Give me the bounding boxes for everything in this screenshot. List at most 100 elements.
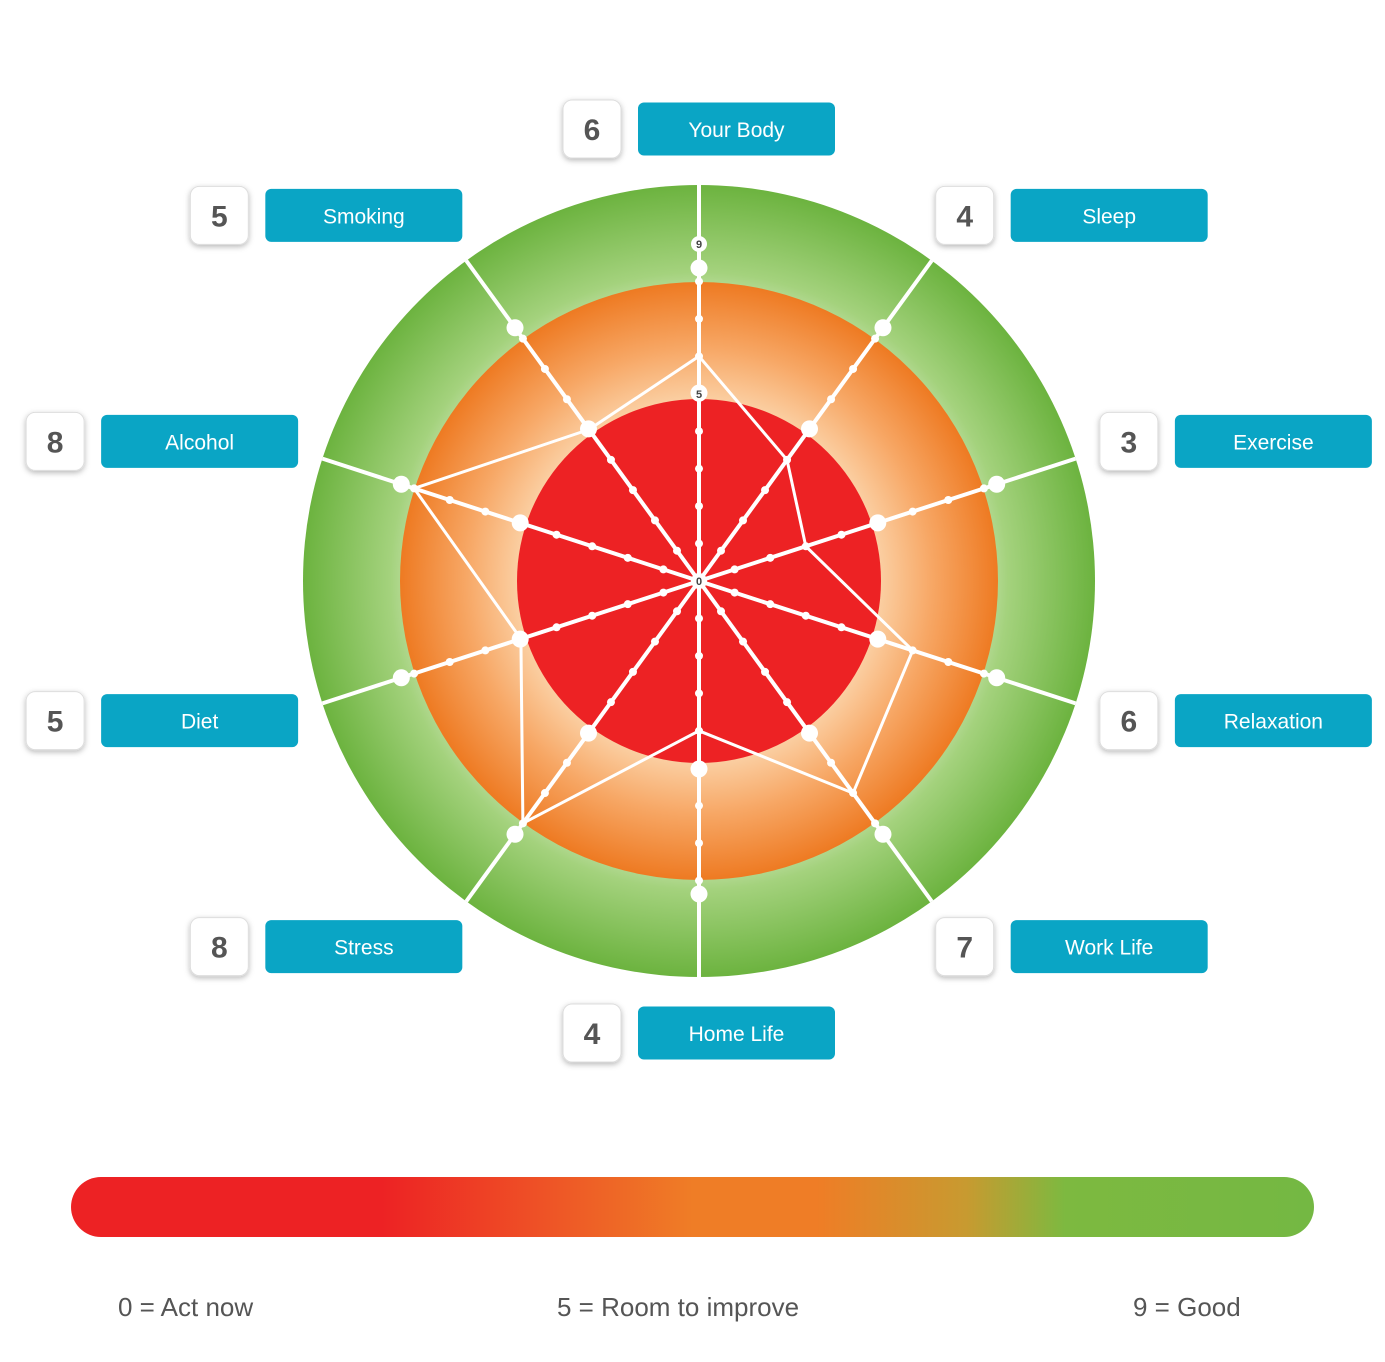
marker-dot (506, 319, 524, 337)
tick-dot (623, 553, 632, 562)
tick-dot (871, 819, 880, 828)
tick-dot (827, 395, 836, 404)
tick-dot (623, 600, 632, 609)
tick-dot (695, 726, 703, 735)
tick-dot (908, 507, 917, 516)
score-value-home-life: 4 (584, 1018, 601, 1051)
legend-room-to-improve: 5 = Room to improve (557, 1292, 800, 1322)
tick-dot (540, 789, 549, 798)
tick-dot (606, 698, 615, 707)
scale-bar (71, 1177, 1314, 1237)
tick-dot (783, 455, 792, 464)
scale-tick-label: 0 (696, 576, 702, 588)
score-box-alcohol (25, 411, 85, 471)
scale-tick-marker (691, 385, 707, 402)
score-box-your-body (562, 99, 622, 159)
spoke-sleep (697, 259, 934, 583)
category-name-alcohol: Alcohol (165, 431, 234, 454)
score-box-exercise (1099, 411, 1159, 471)
category-label-home-life (638, 1006, 835, 1060)
score-box-sleep (935, 185, 995, 245)
tick-dot (552, 623, 561, 632)
scale-tick-marker (691, 573, 707, 589)
tick-dot (730, 588, 739, 597)
tick-dot (739, 516, 748, 525)
tick-dot (410, 484, 419, 493)
tick-dot (695, 277, 703, 286)
score-value-exercise: 3 (1121, 426, 1138, 459)
tick-dot (606, 455, 615, 464)
spoke-work-life (697, 579, 934, 903)
marker-dot (801, 724, 819, 742)
marker-dot (579, 420, 597, 438)
score-value-your-body: 6 (584, 114, 601, 147)
tick-dot (979, 484, 988, 493)
tick-dot (695, 352, 703, 361)
tick-dot (827, 758, 836, 767)
marker-dot (690, 259, 708, 277)
tick-dot (730, 565, 739, 574)
tick-dot (445, 657, 454, 666)
category-label-exercise (1174, 414, 1372, 468)
scale-tick-marker (691, 236, 707, 252)
category-name-your-body: Your Body (688, 119, 785, 142)
tick-dot (739, 637, 748, 646)
tick-dot (650, 516, 659, 525)
tick-dot (518, 819, 527, 828)
tick-dot (695, 427, 703, 436)
tick-dot (717, 546, 726, 555)
category-name-relaxation: Relaxation (1224, 711, 1323, 734)
tick-dot (766, 600, 775, 609)
marker-dot (874, 319, 892, 337)
category-name-exercise: Exercise (1233, 431, 1314, 454)
tick-dot (628, 667, 637, 676)
tick-dot (695, 689, 703, 698)
tick-dot (588, 611, 597, 620)
score-value-alcohol: 8 (47, 426, 64, 459)
tick-dot (695, 876, 703, 885)
category-label-relaxation (1174, 694, 1372, 748)
tick-dot (628, 486, 637, 495)
marker-dot (801, 420, 819, 438)
category-name-home-life: Home Life (689, 1023, 785, 1046)
score-box-relaxation (1099, 691, 1159, 751)
marker-dot (511, 514, 529, 532)
tick-dot (481, 646, 490, 655)
score-box-diet (25, 691, 85, 751)
score-value-stress: 8 (211, 932, 228, 965)
tick-dot (650, 637, 659, 646)
score-value-diet: 5 (47, 706, 64, 739)
tick-dot (659, 565, 668, 574)
category-label-stress (265, 920, 463, 974)
tick-dot (944, 496, 953, 505)
category-label-sleep (1010, 188, 1208, 242)
scale-tick-label: 5 (696, 389, 702, 401)
tick-dot (695, 464, 703, 473)
category-label-diet (101, 694, 299, 748)
tick-dot (445, 496, 454, 505)
marker-dot (392, 475, 410, 493)
category-name-sleep: Sleep (1082, 205, 1136, 228)
category-label-your-body (638, 102, 835, 156)
marker-dot (988, 669, 1006, 687)
category-name-work-life: Work Life (1065, 937, 1153, 960)
marker-dot (869, 514, 887, 532)
tick-dot (672, 607, 681, 616)
tick-dot (695, 614, 703, 623)
marker-dot (511, 630, 529, 648)
category-name-smoking: Smoking (323, 205, 405, 228)
marker-dot (874, 825, 892, 843)
score-box-stress (189, 917, 249, 977)
tick-dot (801, 611, 810, 620)
tick-dot (979, 669, 988, 678)
score-value-smoking: 5 (211, 200, 228, 233)
tick-dot (849, 364, 858, 373)
category-name-diet: Diet (181, 711, 219, 734)
tick-dot (944, 657, 953, 666)
tick-dot (562, 395, 571, 404)
category-label-alcohol (101, 414, 299, 468)
tick-dot (562, 758, 571, 767)
tick-dot (672, 546, 681, 555)
tick-dot (849, 789, 858, 798)
score-box-work-life (935, 917, 995, 977)
